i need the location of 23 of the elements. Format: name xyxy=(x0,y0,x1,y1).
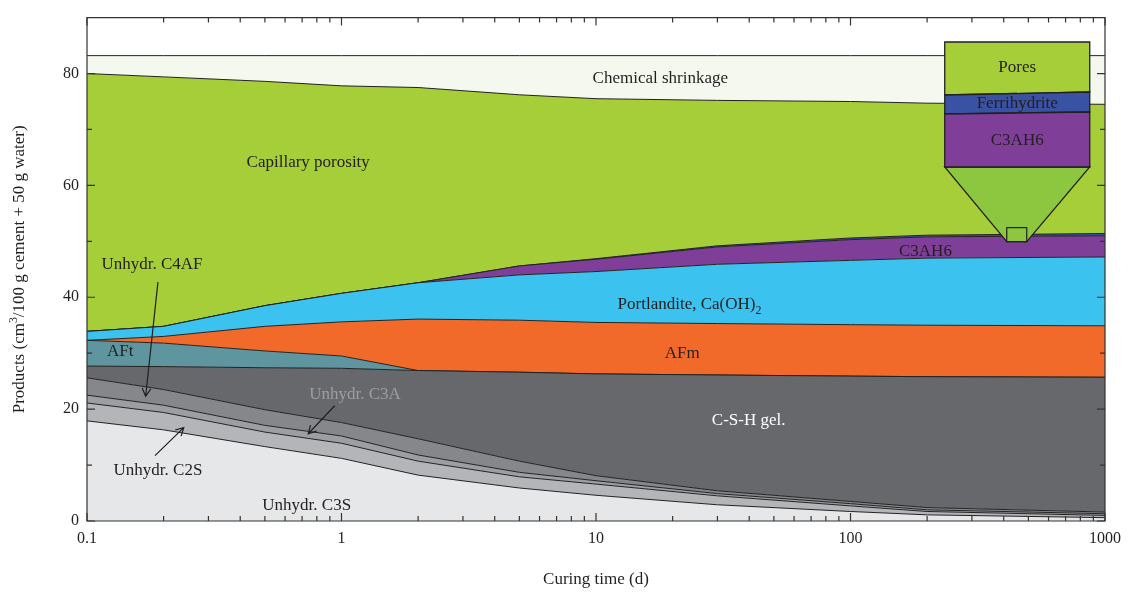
series-label: AFt xyxy=(106,340,134,360)
x-tick-label: 1 xyxy=(337,528,346,546)
series-label: Capillary porosity xyxy=(246,152,371,172)
series-label: C-S-H gel. xyxy=(711,410,786,430)
x-axis-title: Curing time (d) xyxy=(543,569,649,589)
y-tick-label: 80 xyxy=(63,63,79,81)
y-axis-title: Products (cm3/100 g cement + 50 g water) xyxy=(6,125,29,414)
series-label: AFm xyxy=(664,342,700,362)
magnifier-inset: Pores Ferrihydrite C3AH6 xyxy=(943,41,1092,243)
series-label: C3AH6 xyxy=(899,240,952,260)
series-label: Chemical shrinkage xyxy=(592,68,729,88)
y-tick-label: 20 xyxy=(63,399,79,417)
x-tick-label: 0.1 xyxy=(77,528,97,546)
y-tick-label: 60 xyxy=(63,175,79,193)
x-tick-label: 1000 xyxy=(1089,528,1121,546)
y-tick-label: 40 xyxy=(63,287,79,305)
x-tick-label: 10 xyxy=(588,528,604,546)
series-label: Unhydr. C3S xyxy=(262,494,352,514)
x-tick-label: 100 xyxy=(838,528,863,546)
legend-label: Unhydr. C2S xyxy=(113,460,203,480)
annotation: Pores xyxy=(998,56,1037,76)
text: Unhydr. C4AF xyxy=(101,253,203,273)
y-tick-label: 0 xyxy=(71,511,79,529)
